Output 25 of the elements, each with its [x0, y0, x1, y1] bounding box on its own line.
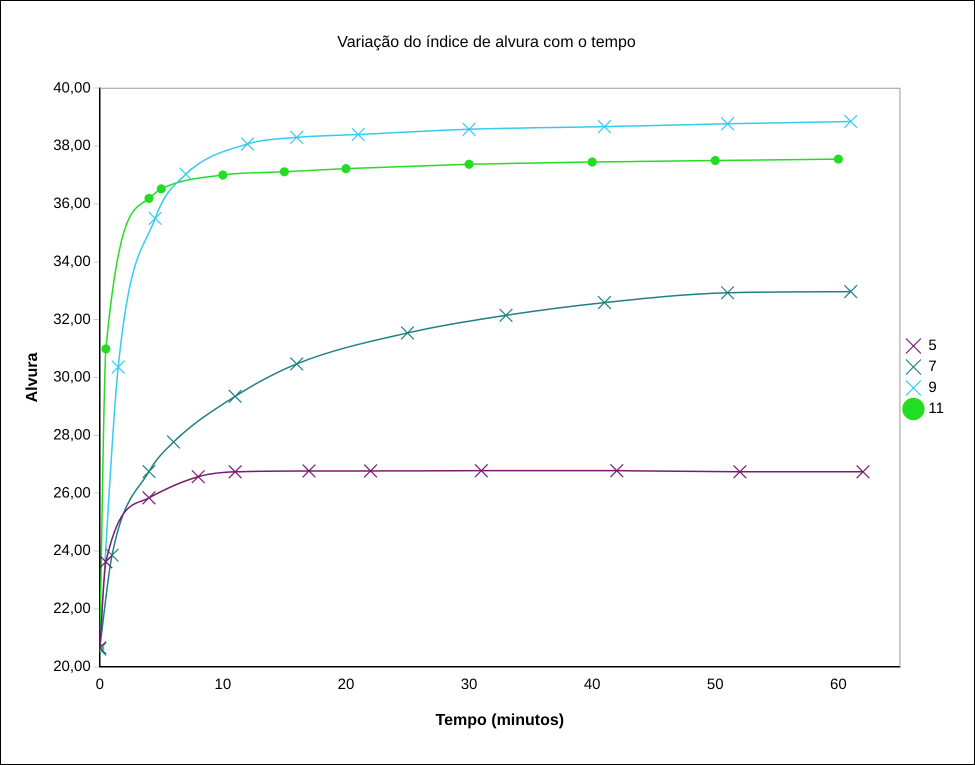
- y-tick-label: 28,00: [53, 426, 91, 444]
- y-tick-label: 24,00: [53, 542, 91, 560]
- chart-title: Variação do índice de alvura com o tempo: [337, 34, 636, 52]
- x-tick-label: 50: [706, 676, 724, 693]
- legend-label: 9: [928, 379, 937, 396]
- y-tick-label: 22,00: [53, 600, 91, 618]
- x-tick-label: 30: [460, 676, 478, 693]
- y-tick-label: 38,00: [53, 137, 91, 154]
- y-tick-label: 32,00: [53, 310, 91, 328]
- x-tick-label: 0: [96, 676, 104, 693]
- x-tick-label: 10: [214, 676, 232, 693]
- y-tick-label: 26,00: [53, 484, 91, 502]
- x-tick-label: 20: [338, 676, 354, 693]
- legend-label: 5: [928, 337, 937, 354]
- y-tick-label: 30,00: [53, 368, 91, 386]
- y-tick-label: 34,00: [53, 252, 91, 270]
- x-axis-title: Tempo (minutos): [436, 712, 564, 729]
- y-axis-title: Alvura: [24, 352, 42, 402]
- x-tick-label: 60: [830, 676, 847, 693]
- y-tick-label: 40,00: [53, 79, 91, 96]
- legend-label: 7: [928, 358, 937, 376]
- y-tick-label: 36,00: [53, 195, 91, 212]
- y-tick-label: 20,00: [53, 658, 91, 675]
- x-tick-label: 40: [584, 676, 601, 693]
- legend-label: 11: [928, 400, 944, 418]
